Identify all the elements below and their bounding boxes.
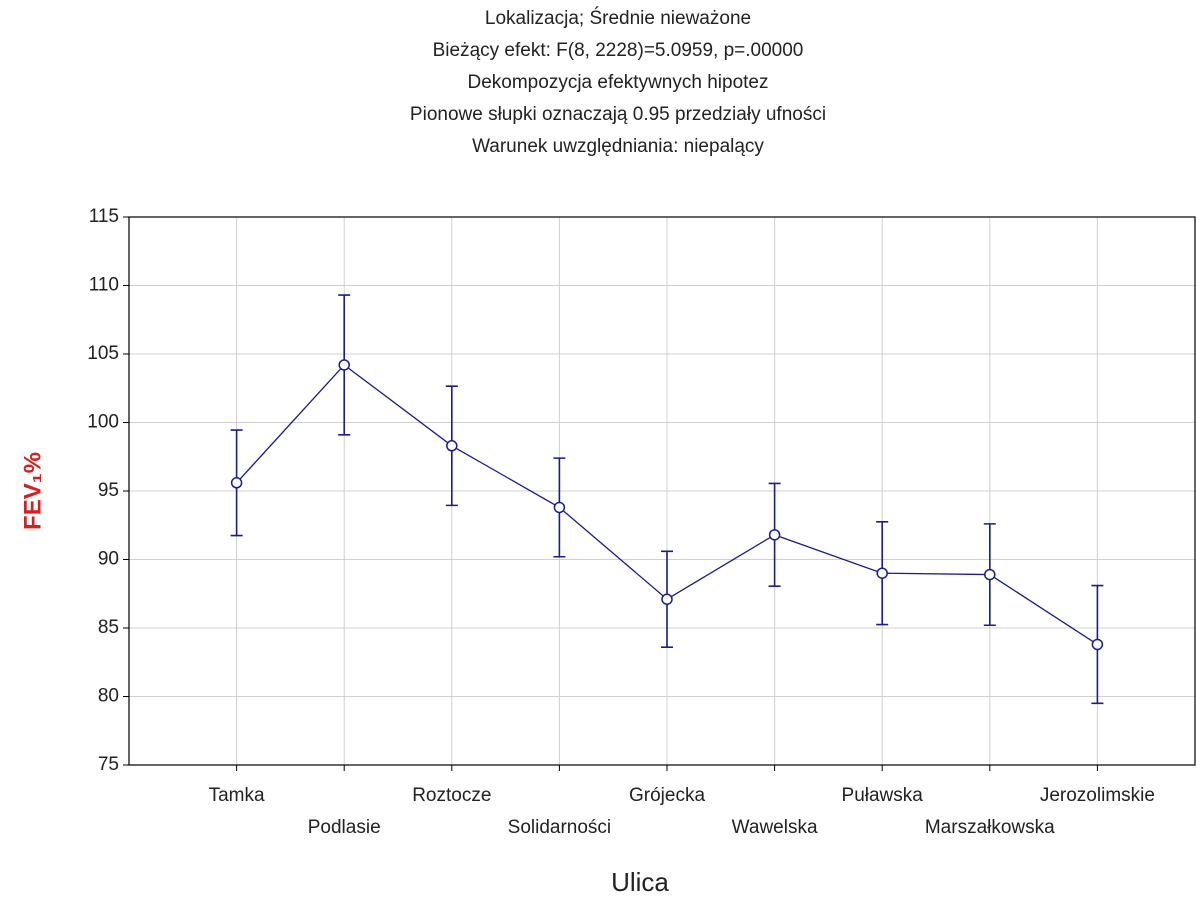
x-tick-label: Tamka (209, 785, 265, 806)
x-tick-label: Roztocze (412, 785, 491, 806)
chart-title-line: Warunek uwzględniania: niepalący (472, 136, 764, 157)
data-point (446, 440, 458, 452)
title-block: Lokalizacja; Średnie nieważone Bieżący ef… (410, 7, 826, 157)
y-axis-label: FEV₁% (19, 452, 46, 530)
y-tick-label: 90 (98, 549, 119, 570)
y-tick-label: 85 (98, 617, 119, 638)
x-tick-label: Puławska (842, 785, 924, 806)
data-point (338, 359, 350, 371)
data-point (876, 567, 888, 579)
chart-title-line: Dekompozycja efektywnych hipotez (468, 72, 769, 93)
y-tick-label: 75 (98, 754, 119, 775)
y-tick-label: 100 (87, 412, 119, 433)
plot-frame (128, 216, 1196, 766)
x-tick-label: Wawelska (732, 817, 818, 838)
data-point (984, 568, 996, 581)
chart-title-line: Bieżący efekt: F(8, 2228)=5.0959, p=.000… (433, 40, 804, 61)
data-point (230, 477, 243, 489)
chart-title-line: Lokalizacja; Średnie nieważone (485, 7, 751, 29)
y-tick-label: 110 (89, 275, 119, 296)
y-tick-label: 95 (98, 480, 119, 501)
data-point (768, 529, 781, 541)
x-tick-label: Jerozolimskie (1040, 785, 1155, 806)
data-point (661, 593, 673, 605)
chart-title-line: Pionowe słupki oznaczają 0.95 przedziały… (410, 104, 826, 125)
y-tick-label: 105 (87, 343, 119, 364)
x-axis-label: Ulica (611, 867, 669, 897)
data-point (1091, 638, 1104, 651)
x-tick-label: Marszałkowska (925, 817, 1055, 838)
data-point (553, 501, 566, 514)
x-tick-label: Grójecka (629, 785, 705, 806)
x-tick-label: Solidarności (508, 817, 612, 838)
x-tick-label: Podlasie (308, 817, 381, 838)
y-tick-label: 80 (98, 686, 119, 707)
y-tick-label: 115 (89, 206, 119, 227)
